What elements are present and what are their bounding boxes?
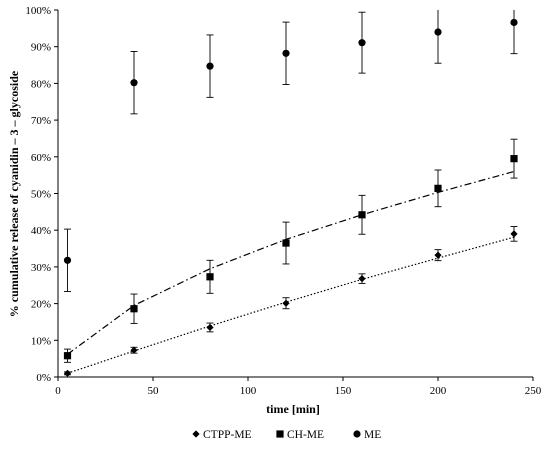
legend-label-ch-me: CH-ME: [287, 429, 324, 441]
x-tick-label: 250: [525, 385, 542, 397]
x-tick-label: 200: [430, 385, 447, 397]
trendlines: [67, 170, 515, 374]
x-tick-label: 0: [55, 385, 61, 397]
legend: CTPP-ME CH-ME ME: [192, 429, 381, 441]
y-tick-label: 80%: [31, 78, 51, 90]
y-tick-label: 10%: [31, 335, 51, 347]
point-me: [282, 49, 290, 57]
point-me: [206, 62, 214, 70]
point-me: [358, 39, 366, 47]
legend-marker-ctpp-me: [192, 430, 200, 438]
legend-label-ctpp-me: CTPP-ME: [203, 429, 252, 441]
x-tick-label: 100: [240, 385, 257, 397]
legend-marker-me: [353, 430, 361, 438]
y-tick-label: 100%: [25, 5, 51, 17]
legend-marker-ch-me: [276, 430, 284, 438]
point-ch-me: [434, 184, 442, 192]
axes: 0 50 100 150 200 250 0% 10% 20% 30% 40% 50% 60% 70% 80…: [25, 5, 541, 397]
point-ctpp-me: [434, 251, 442, 259]
legend-label-me: ME: [364, 429, 381, 441]
x-axis-title: time [min]: [266, 402, 320, 416]
y-tick-label: 30%: [31, 262, 51, 274]
point-ch-me: [282, 239, 290, 247]
point-ch-me: [63, 352, 72, 360]
y-tick-label: 60%: [31, 152, 51, 164]
x-tick-label: 50: [148, 385, 160, 397]
y-tick-label: 70%: [31, 115, 51, 127]
x-tick-label: 150: [335, 385, 352, 397]
point-ch-me: [206, 273, 214, 281]
point-ctpp-me: [282, 299, 290, 307]
point-ch-me: [130, 305, 138, 313]
point-ctpp-me: [358, 275, 366, 283]
point-me: [130, 79, 138, 87]
point-ctpp-me: [63, 369, 72, 377]
y-tick-label: 0%: [36, 372, 51, 384]
point-me: [434, 28, 442, 36]
point-ctpp-me: [510, 230, 518, 238]
point-ctpp-me: [130, 346, 138, 354]
y-axis-title: % cumulative release of cyanidin – 3 – g…: [7, 70, 21, 317]
point-ch-me: [510, 155, 518, 163]
y-tick-label: 20%: [31, 299, 51, 311]
y-tick-label: 90%: [31, 42, 51, 54]
point-me: [63, 256, 72, 264]
point-ch-me: [358, 211, 366, 219]
data-markers: [63, 18, 518, 377]
point-ctpp-me: [206, 323, 214, 332]
y-tick-label: 40%: [31, 225, 51, 237]
trendline-ch-me: [67, 170, 515, 355]
y-tick-label: 50%: [31, 189, 51, 201]
point-me: [510, 18, 518, 27]
error-bars: [64, 10, 518, 376]
